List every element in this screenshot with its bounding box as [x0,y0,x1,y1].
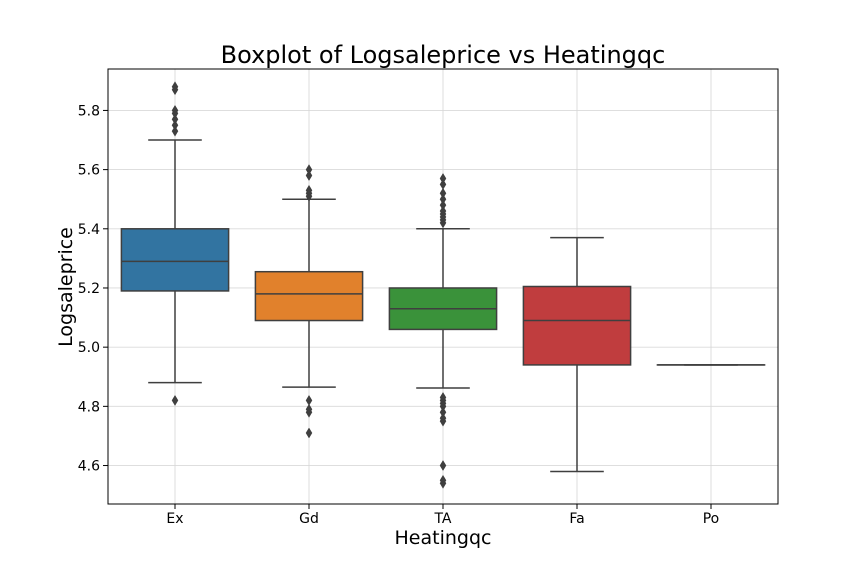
y-tick-label: 5.2 [78,281,100,297]
outlier-point [439,199,447,211]
outlier-point [305,170,313,182]
axis-ticks: 4.6 4.8 5.0 5.2 5.4 5.6 5.8 Ex Gd TA Fa Po [78,103,720,527]
box-ex [120,81,230,406]
outlier-point [439,193,447,205]
x-tick-label: Fa [569,511,584,527]
outlier-point [439,406,447,418]
box-ta [388,173,498,489]
outlier-point [439,412,447,424]
box-gd [254,164,364,439]
x-tick-label: Ex [166,511,183,527]
chart-title: Boxplot of Logsaleprice vs Heatingqc [221,41,666,69]
y-tick-label: 5.0 [78,340,100,356]
outlier-point [171,394,179,406]
y-tick-label: 4.8 [78,399,100,415]
x-tick-label: Gd [299,511,319,527]
y-tick-label: 5.6 [78,163,100,179]
outlier-point [305,403,313,415]
outlier-point [439,391,447,403]
boxes-group [120,81,766,489]
y-tick-label: 5.4 [78,222,100,238]
iqr-box [254,270,364,322]
outlier-point [305,394,313,406]
outlier-point [439,474,447,486]
x-axis-label: Heatingqc [395,527,492,549]
y-axis-label: Logsaleprice [55,227,77,347]
outlier-point [439,187,447,199]
x-tick-label: Po [703,511,720,527]
outlier-point [305,427,313,439]
outlier-point [305,164,313,176]
x-tick-label: TA [433,511,451,527]
y-tick-label: 5.8 [78,103,100,119]
outlier-point [439,173,447,184]
outlier-point [171,125,179,137]
outlier-point [171,104,179,116]
iqr-box [120,228,230,292]
outlier-point [171,119,179,131]
outlier-point [171,113,179,125]
box-fa [522,236,632,473]
outlier-point [439,460,447,472]
outlier-point [171,81,179,93]
y-tick-label: 4.6 [78,459,100,475]
iqr-box [522,285,632,366]
outlier-point [439,178,447,190]
outlier-point [439,205,447,217]
outlier-point [305,184,313,196]
